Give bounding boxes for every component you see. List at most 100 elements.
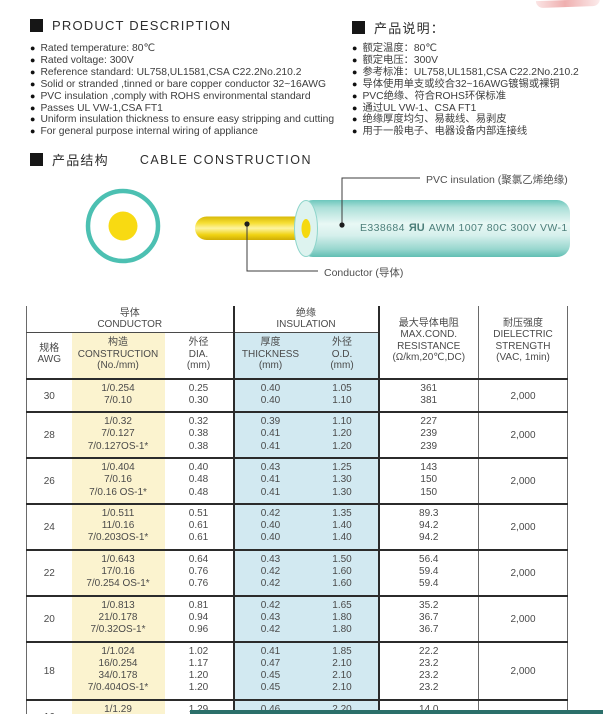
cell-construction: 1/0.32: [71, 411, 165, 429]
cell-od: 1.10: [306, 394, 379, 413]
table-row: 17/0.16 0.76 0.42 1.60 59.4: [27, 566, 568, 579]
description-item: ● 额定电压：300V: [352, 55, 579, 67]
cell-construction: 17/0.16: [71, 566, 165, 579]
ul-recognized-icon: ЯU: [408, 222, 425, 234]
cell-od: 1.60: [306, 566, 379, 579]
table-row: 21/0.178 0.94 0.43 1.80 36.7: [27, 611, 568, 625]
cell-resistance: 36.7: [377, 624, 479, 642]
cell-thickness: 0.43: [232, 548, 307, 567]
cell-resistance: 35.2: [377, 594, 479, 612]
section-marker-icon: [30, 19, 43, 32]
cell-thickness: 0.41: [232, 440, 307, 458]
cell-construction: 1/0.254: [71, 377, 165, 395]
cell-dia: 1.17: [188, 657, 209, 669]
table-row: 7/0.254 OS-1* 0.76 0.42 1.60 59.4: [27, 578, 568, 596]
cable-print-spec: AWM 1007 80C 300V VW-1: [428, 222, 568, 234]
description-item: ● PVC insulation ,comply with ROHS enviro…: [30, 91, 334, 103]
table-row: 24 1/0.511 0.51 0.42 1.35 89.3 2,000: [26, 502, 568, 550]
conductor-label: Conductor (导体): [324, 267, 404, 279]
product-description-list-en: ● Rated temperature: 80℃ ● Rated voltage: 3…: [30, 43, 334, 138]
table-row: 7/0.203OS-1* 0.61 0.40 1.40 94.2: [27, 532, 568, 550]
cell-resistance: 22.2: [377, 640, 479, 658]
cable-print-file-number: E338684: [360, 222, 405, 234]
description-text: Passes UL VW-1,CSA FT1: [40, 102, 163, 114]
conductor-leader-line: [246, 224, 318, 272]
section-marker-icon: [30, 153, 43, 166]
cell-resistance: 150: [377, 486, 479, 504]
cell-resistance: 36.7: [377, 611, 479, 625]
section-title-cn: 产品说明：: [374, 21, 446, 36]
cell-resistance: 150: [377, 474, 479, 487]
cell-od: 1.80: [306, 624, 379, 642]
table-row: 7/0.16 0.48 0.41 1.30 150: [27, 474, 568, 487]
header-thickness: 厚度 THICKNESS (mm): [232, 332, 307, 380]
bullet-icon: ●: [352, 126, 358, 137]
cell-awg: 30: [26, 377, 72, 413]
description-text: 用于一般电子、电器设备内部连接线: [362, 126, 528, 138]
cell-thickness: 0.45: [232, 682, 307, 700]
description-text: 导体使用单支或绞合32~16AWG镀锡或裸铜: [362, 78, 560, 90]
description-text: 参考标准：UL758,UL1581,CSA C22.2No.210.2: [362, 66, 579, 78]
cell-od: 2.10: [306, 657, 379, 671]
pvc-leader-dot: [339, 222, 345, 228]
cell-thickness: 0.40: [232, 532, 307, 550]
description-item: ● Rated temperature: 80℃: [30, 43, 334, 55]
description-item: ● Solid or stranded ,tinned or bare coppe…: [30, 79, 334, 91]
cell-dia: 0.38: [188, 428, 209, 440]
pvc-leader-line: [341, 177, 420, 225]
description-text: PVC insulation ,comply with ROHS environ…: [40, 90, 311, 102]
cell-dia: 0.94: [188, 611, 209, 623]
table-row: 28 1/0.32 0.32 0.39 1.10 227 2,000: [26, 411, 568, 458]
bullet-icon: ●: [30, 126, 36, 137]
cell-dia: 0.25: [164, 377, 234, 395]
description-text: Rated voltage: 300V: [40, 54, 134, 66]
spec-table-body: 30 1/0.254 0.25 0.40 1.05 361 2,000 7/0.10 0.30 0…: [26, 377, 568, 714]
cell-construction: 7/0.254 OS-1*: [71, 578, 165, 596]
table-row: 11/0.16 0.61 0.40 1.40 94.2: [27, 520, 568, 533]
description-text: 额定电压：300V: [362, 54, 438, 66]
cell-dia: 0.38: [188, 440, 209, 452]
cell-construction: 1/1.024: [71, 640, 165, 658]
table-row: 30 1/0.254 0.25 0.40 1.05 361 2,000: [26, 377, 568, 413]
cell-thickness: 0.45: [232, 670, 307, 683]
conductor-rod: [195, 216, 317, 240]
cell-dia: 0.51: [164, 502, 234, 521]
cell-od: 1.20: [306, 428, 379, 441]
bullet-icon: ●: [352, 102, 358, 113]
cell-construction: 7/0.203OS-1*: [71, 532, 165, 550]
cell-resistance: 23.2: [377, 657, 479, 671]
cell-thickness: 0.41: [232, 474, 307, 487]
cell-construction: 7/0.16 OS-1*: [71, 486, 165, 504]
cell-od: 1.60: [306, 578, 379, 596]
bullet-icon: ●: [30, 43, 36, 53]
cell-resistance: 239: [377, 440, 479, 458]
cell-od: 1.50: [306, 548, 379, 567]
cell-od: 1.20: [306, 440, 379, 458]
product-description-header-cn: 产品说明：: [352, 18, 445, 37]
cell-dia: 1.20: [188, 670, 209, 682]
cell-dia: 0.81: [164, 594, 234, 612]
cell-dielectric: 2,000: [478, 548, 568, 596]
bullet-icon: ●: [30, 90, 36, 101]
description-item: ● 用于一般电子、电器设备内部连接线: [352, 126, 579, 138]
header-insulation-group: 绝缘 INSULATION: [232, 306, 379, 333]
description-item: ● 通过UL VW-1、CSA FT1: [352, 103, 579, 115]
bottom-banner-edge: [190, 710, 603, 714]
description-text: Rated temperature: 80℃: [40, 43, 156, 54]
cell-od: 1.65: [306, 594, 379, 612]
cell-resistance: 23.2: [377, 682, 479, 700]
conductor-leader-dot: [244, 221, 250, 227]
cell-construction: 7/0.32OS-1*: [71, 624, 165, 642]
header-resistance: 最大导体电阻 MAX.COND. RESISTANCE (Ω/km,20℃,DC…: [377, 306, 479, 380]
table-header: 导体 CONDUCTOR 绝缘 INSULATION 最大导体电阻 MAX.CO…: [26, 306, 568, 380]
table-row: 7/0.10 0.30 0.40 1.10 381: [27, 394, 568, 413]
description-item: ● For general purpose internal wiring of …: [30, 126, 334, 138]
table-row: 16/0.254 1.17 0.47 2.10 23.2: [27, 657, 568, 671]
bullet-icon: ●: [352, 43, 358, 53]
bullet-icon: ●: [30, 54, 36, 65]
cell-construction: 7/0.404OS-1*: [71, 682, 165, 700]
table-row: 7/0.127 0.38 0.41 1.20 239: [27, 428, 568, 441]
header-awg: 规格 AWG: [26, 332, 72, 380]
table-row: 7/0.16 OS-1* 0.48 0.41 1.30 150: [27, 486, 568, 504]
